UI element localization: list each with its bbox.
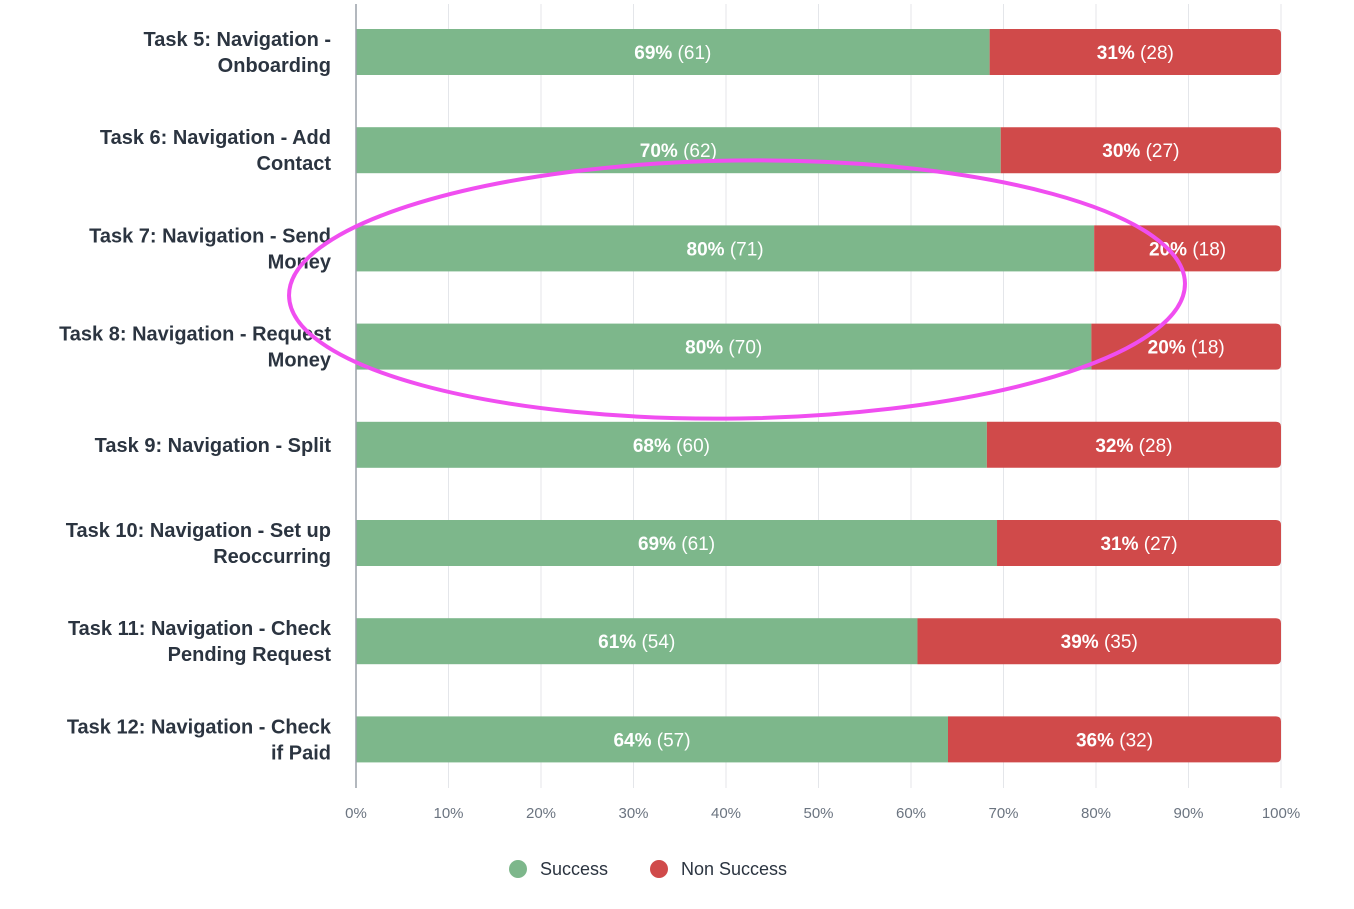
bars: 69% (61) 31% (28) 70% (62) 30% (27) 80% (71)… xyxy=(356,29,1281,763)
highlight-ellipse xyxy=(287,158,1187,421)
bar-non-success xyxy=(917,618,1281,665)
bar-label-non-success: 31% (27) xyxy=(1100,534,1177,555)
bar-label-success: 80% (70) xyxy=(685,338,762,359)
category-label: Task 8: Navigation - Request Money xyxy=(59,324,332,372)
bar-label-success: 64% (57) xyxy=(613,730,690,751)
bar-non-success xyxy=(1091,323,1281,370)
x-tick-label: 60% xyxy=(896,805,926,822)
bar-success xyxy=(356,618,918,665)
category-label: Task 6: Navigation - Add Contact xyxy=(100,127,331,175)
bar-non-success xyxy=(997,520,1281,566)
bar-label-non-success: 36% (32) xyxy=(1076,730,1153,751)
bar-success xyxy=(356,29,990,75)
bar-label-success: 68% (60) xyxy=(633,436,710,457)
x-tick-label: 0% xyxy=(345,805,367,822)
bar-label-success: 80% (71) xyxy=(687,239,764,260)
bar-label-non-success: 30% (27) xyxy=(1102,141,1179,162)
bar-success xyxy=(356,225,1095,272)
axes: 0% 10% 20% 30% 40% 50% 60% 70% 80% 90% 100% xyxy=(345,4,1300,822)
gridlines xyxy=(448,4,1282,788)
x-tick-label: 70% xyxy=(988,805,1018,822)
x-tick-label: 40% xyxy=(711,805,741,822)
category-label: Task 10: Navigation - Set up Reoccurring xyxy=(66,520,331,568)
x-tick-label: 90% xyxy=(1173,805,1203,822)
bar-success xyxy=(356,520,998,566)
bar-non-success xyxy=(986,421,1281,468)
category-label: Task 5: Navigation -Onboarding xyxy=(144,29,331,77)
bar-label-non-success: 39% (35) xyxy=(1061,632,1138,653)
x-tick-label: 100% xyxy=(1262,805,1300,822)
bar-label-success: 70% (62) xyxy=(640,141,717,162)
bar-label-non-success: 32% (28) xyxy=(1095,436,1172,457)
x-tick-label: 30% xyxy=(618,805,648,822)
category-label: Task 9: Navigation - Split xyxy=(95,435,332,457)
category-label: Task 7: Navigation - Send Money xyxy=(89,225,332,273)
x-tick-label: 20% xyxy=(526,805,556,822)
bar-non-success xyxy=(1094,225,1281,272)
bar-success xyxy=(356,716,948,763)
bar-label-success: 69% (61) xyxy=(638,534,715,555)
legend-label: Non Success xyxy=(681,859,787,879)
bar-non-success xyxy=(948,716,1281,763)
bar-label-success: 69% (61) xyxy=(634,43,711,64)
bar-label-non-success: 31% (28) xyxy=(1097,43,1174,64)
bar-non-success xyxy=(989,29,1281,75)
annotation xyxy=(287,158,1187,421)
legend-label: Success xyxy=(540,859,608,879)
category-label: Task 11: Navigation - Check Pending Reque… xyxy=(68,618,332,666)
category-label: Task 12: Navigation - Check if Paid xyxy=(67,716,332,764)
x-tick-label: 50% xyxy=(803,805,833,822)
bar-label-success: 61% (54) xyxy=(598,632,675,653)
category-labels: Task 5: Navigation -Onboarding Task 6: Na… xyxy=(59,29,332,764)
bar-non-success xyxy=(1000,127,1281,174)
bar-success xyxy=(356,421,987,468)
bar-success xyxy=(356,323,1092,370)
legend-marker xyxy=(509,860,527,878)
legend-marker xyxy=(650,860,668,878)
bar-label-non-success: 20% (18) xyxy=(1148,338,1225,359)
x-tick-label: 10% xyxy=(433,805,463,822)
x-tick-label: 80% xyxy=(1081,805,1111,822)
legend: Success Non Success xyxy=(509,859,787,879)
